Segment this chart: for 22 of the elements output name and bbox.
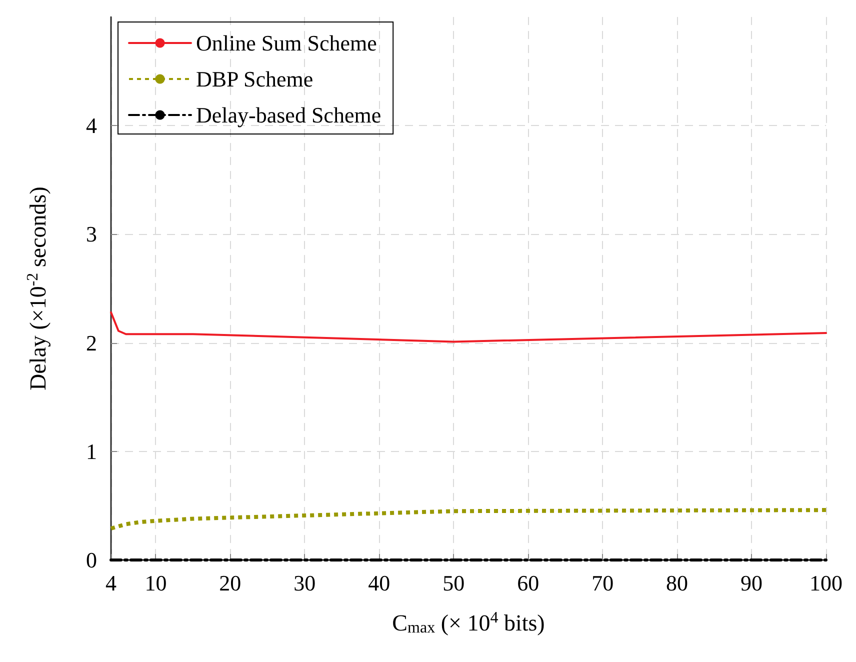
x-tick-label: 100: [810, 570, 842, 596]
x-tick-label: 30: [294, 570, 316, 596]
y-tick-label: 1: [86, 438, 97, 464]
x-tick-label: 10: [144, 570, 167, 596]
x-tick-label: 90: [740, 570, 763, 596]
x-tick-label: 80: [666, 570, 688, 596]
legend-label: DBP Scheme: [196, 66, 314, 92]
y-tick-label: 0: [86, 548, 97, 572]
x-tick-label: 4: [106, 570, 116, 596]
y-tick-label: 2: [86, 330, 97, 356]
legend-label: Online Sum Scheme: [196, 30, 377, 56]
x-tick-label: 40: [368, 570, 390, 596]
legend-label: Delay-based Scheme: [196, 102, 382, 128]
line-series: [109, 508, 828, 531]
x-tick-label: 60: [517, 570, 540, 596]
x-tick-label: 20: [219, 570, 242, 596]
y-axis-title: Delay (×10-2 seconds): [24, 186, 50, 390]
line-series: [110, 311, 827, 343]
y-tick-label: 4: [86, 113, 97, 138]
x-tick-label: 70: [592, 570, 614, 596]
y-tick-label: 3: [86, 222, 97, 247]
x-tick-label: 50: [442, 570, 465, 596]
